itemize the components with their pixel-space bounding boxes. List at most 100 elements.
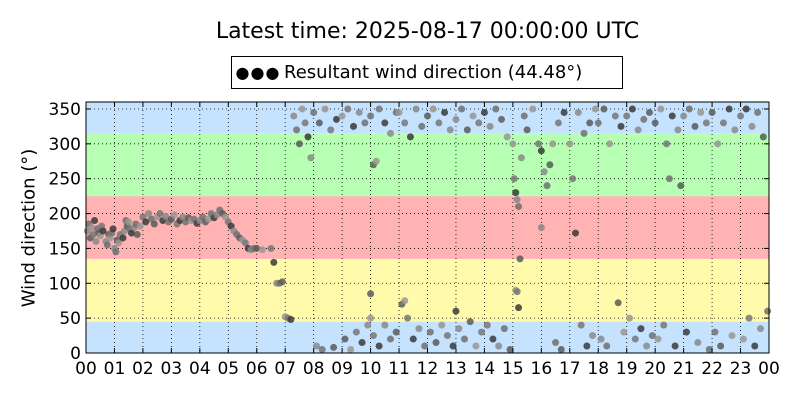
data-point — [711, 328, 719, 336]
y-tick-label: 0 — [70, 344, 81, 364]
data-point — [401, 119, 409, 127]
x-tick-label: 17 — [559, 359, 581, 379]
data-point — [745, 314, 753, 322]
data-point — [691, 122, 699, 130]
data-point — [534, 140, 542, 148]
data-point — [748, 122, 756, 130]
data-point — [731, 126, 739, 134]
data-point — [375, 105, 383, 113]
data-point — [401, 297, 409, 305]
data-point — [412, 105, 420, 113]
data-point — [293, 126, 301, 134]
data-point — [429, 105, 437, 113]
x-tick-label: 04 — [189, 359, 211, 379]
chart-title: Latest time: 2025-08-17 00:00:00 UTC — [215, 19, 640, 44]
data-point — [764, 307, 772, 315]
data-point — [557, 346, 565, 354]
data-point — [387, 129, 395, 137]
data-point — [327, 126, 335, 134]
data-point — [742, 105, 750, 113]
data-point — [142, 218, 150, 226]
data-point — [497, 115, 505, 123]
x-tick-label: 06 — [246, 359, 268, 379]
data-point — [756, 325, 764, 333]
data-point — [330, 343, 338, 351]
data-point — [270, 258, 278, 266]
data-point — [657, 105, 665, 113]
x-tick-label: 03 — [161, 359, 183, 379]
data-point — [372, 157, 380, 165]
data-point — [665, 175, 673, 183]
data-point — [500, 325, 508, 333]
legend: ●●● Resultant wind direction (44.48°) — [231, 56, 623, 89]
data-point — [253, 244, 261, 252]
x-tick-label: 05 — [217, 359, 239, 379]
data-point — [515, 304, 523, 312]
y-tick-label: 150 — [49, 239, 81, 259]
data-point — [569, 175, 577, 183]
data-point — [475, 119, 483, 127]
data-point — [640, 115, 648, 123]
data-point — [680, 112, 688, 120]
data-point — [150, 220, 158, 228]
data-point — [495, 342, 503, 350]
data-point — [458, 105, 466, 113]
data-point — [438, 321, 446, 329]
data-point — [510, 175, 518, 183]
x-tick-label: 01 — [104, 359, 126, 379]
data-point — [460, 335, 468, 343]
data-point — [103, 241, 111, 249]
data-point — [480, 108, 488, 116]
data-point — [318, 346, 326, 354]
y-tick-label: 50 — [59, 309, 81, 329]
data-point — [513, 288, 521, 296]
data-point — [466, 318, 474, 326]
legend-marker-icon: ●●● — [235, 63, 281, 82]
data-point — [375, 342, 383, 350]
data-point — [717, 342, 725, 350]
data-point — [338, 112, 346, 120]
x-tick-label: 10 — [360, 359, 382, 379]
data-point — [603, 342, 611, 350]
data-point — [523, 126, 531, 134]
data-point — [162, 212, 170, 220]
data-point — [298, 105, 306, 113]
data-point — [341, 335, 349, 343]
data-point — [241, 239, 249, 247]
x-tick-label: 18 — [587, 359, 609, 379]
x-tick-label: 16 — [531, 359, 553, 379]
x-tick-label: 19 — [616, 359, 638, 379]
data-point — [626, 314, 634, 322]
data-point — [754, 108, 762, 116]
legend-label: Resultant wind direction (44.48°) — [284, 62, 583, 83]
data-point — [424, 112, 431, 120]
data-point — [552, 339, 560, 347]
data-point — [432, 339, 440, 347]
data-point — [645, 108, 653, 116]
data-point — [415, 325, 423, 333]
data-point — [637, 325, 645, 333]
data-point — [115, 239, 123, 247]
data-point — [421, 342, 429, 350]
data-point — [307, 154, 315, 162]
data-point — [278, 278, 286, 286]
data-point — [418, 122, 426, 130]
data-point — [583, 342, 591, 350]
data-point — [395, 108, 403, 116]
data-point — [648, 332, 656, 340]
data-point — [367, 112, 375, 120]
data-point — [739, 335, 747, 343]
data-point — [719, 119, 727, 127]
data-point — [133, 230, 141, 238]
data-point — [663, 140, 671, 148]
y-tick-label: 300 — [49, 135, 81, 155]
data-point — [267, 244, 275, 252]
data-point — [506, 346, 514, 354]
data-point — [577, 321, 585, 329]
data-point — [301, 119, 309, 127]
data-point — [170, 211, 178, 219]
data-point — [258, 246, 266, 254]
data-point — [449, 342, 457, 350]
data-point — [91, 217, 99, 225]
data-point — [503, 133, 511, 141]
